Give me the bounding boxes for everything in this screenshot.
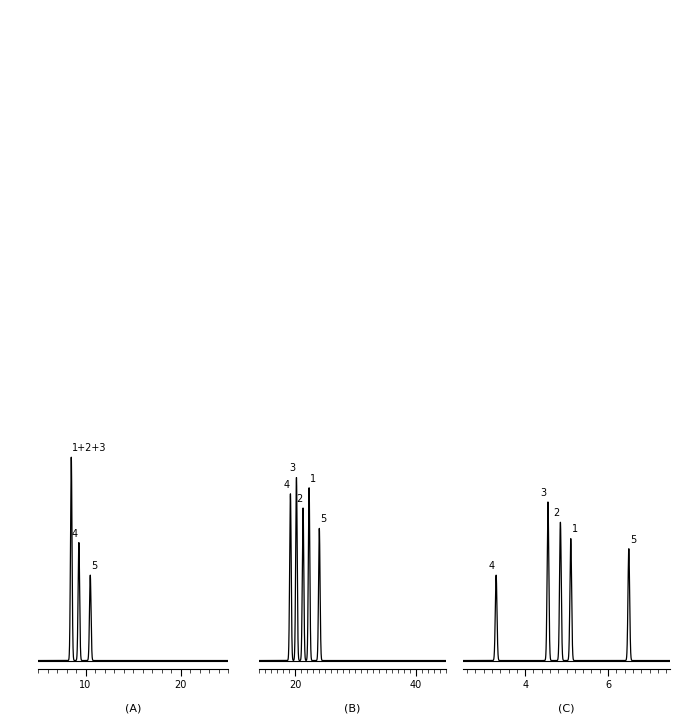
Text: (C): (C)	[558, 703, 575, 713]
Text: (A): (A)	[125, 703, 141, 713]
Text: (B): (B)	[344, 703, 361, 713]
Text: 3: 3	[540, 488, 547, 498]
Text: 4: 4	[489, 561, 495, 571]
Text: 5: 5	[91, 561, 97, 571]
Text: 2: 2	[553, 508, 559, 518]
Text: 5: 5	[320, 514, 326, 524]
Text: 4: 4	[72, 528, 78, 539]
Text: 1: 1	[572, 524, 578, 534]
Text: 1: 1	[310, 474, 316, 484]
Text: 4: 4	[284, 480, 290, 490]
Text: 2: 2	[296, 494, 303, 504]
Text: 1+2+3: 1+2+3	[72, 443, 106, 453]
Text: 5: 5	[630, 535, 636, 545]
Text: 3: 3	[290, 464, 296, 474]
